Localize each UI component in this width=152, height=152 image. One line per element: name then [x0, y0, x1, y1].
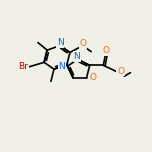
Text: O: O	[90, 73, 97, 83]
Text: O: O	[79, 39, 86, 48]
Text: O: O	[117, 67, 124, 76]
Text: Br: Br	[18, 62, 28, 71]
Text: N: N	[58, 62, 65, 71]
Text: N: N	[57, 38, 63, 47]
Text: N: N	[73, 52, 80, 61]
Text: O: O	[103, 46, 110, 55]
